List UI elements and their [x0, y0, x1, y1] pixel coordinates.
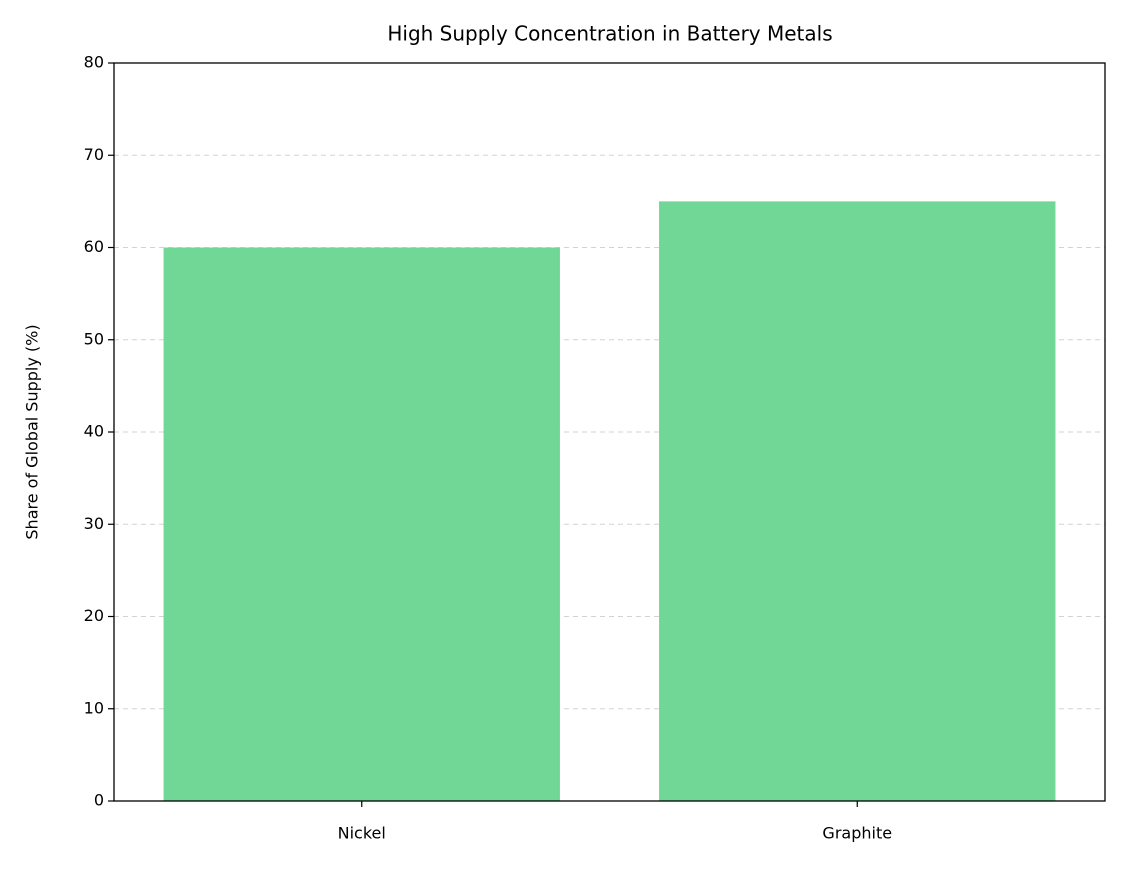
- y-tick-label: 10: [84, 698, 104, 717]
- y-tick-label: 70: [84, 145, 104, 164]
- y-tick-label: 80: [84, 53, 104, 72]
- x-tick-label: Nickel: [338, 824, 386, 843]
- x-tick-label: Graphite: [822, 824, 892, 843]
- y-tick-label: 20: [84, 606, 104, 625]
- bar: [659, 201, 1056, 801]
- chart-title: High Supply Concentration in Battery Met…: [387, 22, 832, 46]
- y-tick-label: 0: [94, 791, 104, 810]
- y-tick-label: 30: [84, 514, 104, 533]
- plot-frame: [113, 62, 1106, 802]
- y-tick-label: 50: [84, 329, 104, 348]
- bar: [163, 247, 560, 801]
- y-axis-label: Share of Global Supply (%): [23, 324, 42, 539]
- y-tick-label: 60: [84, 237, 104, 256]
- y-tick-label: 40: [84, 422, 104, 441]
